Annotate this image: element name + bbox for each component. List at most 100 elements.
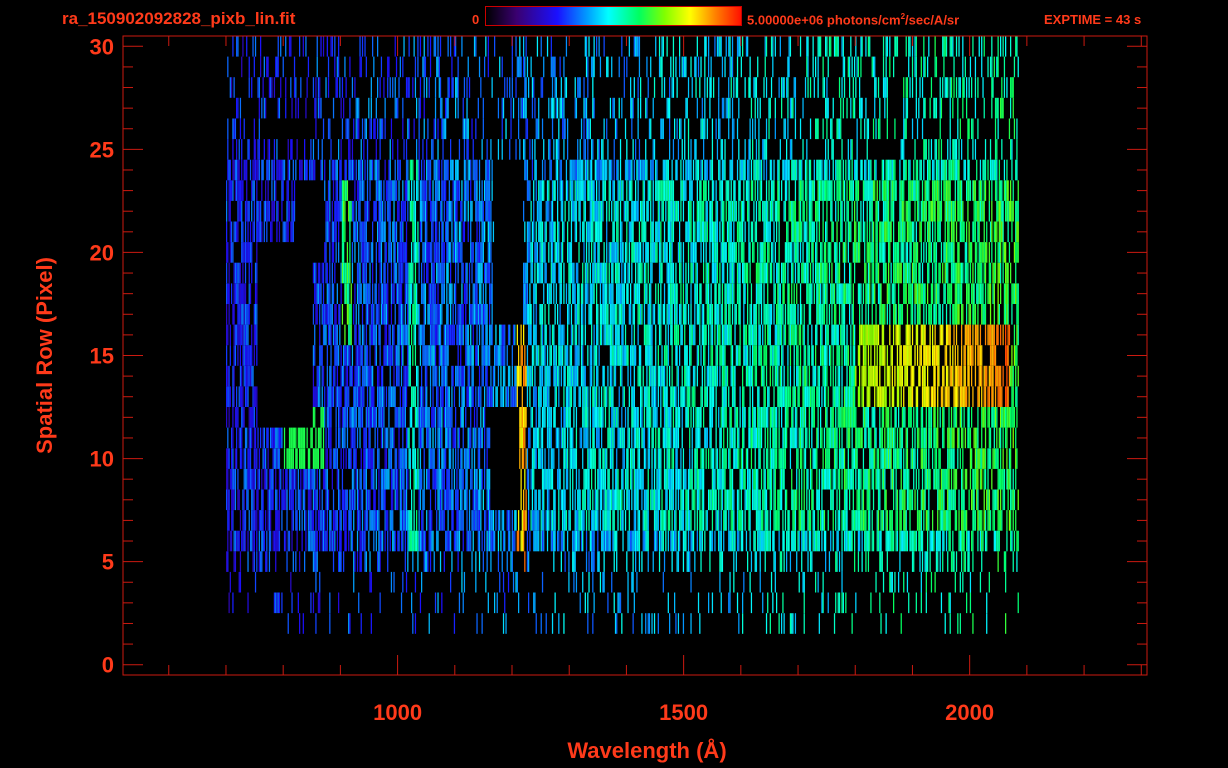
heatmap-cell: [382, 386, 384, 408]
heatmap-cell: [341, 304, 344, 325]
heatmap-cell: [389, 510, 391, 531]
heatmap-cell: [482, 324, 484, 346]
heatmap-cell: [667, 304, 669, 325]
heatmap-cell: [877, 530, 880, 552]
heatmap-cell: [857, 510, 860, 531]
heatmap-cell: [784, 448, 787, 469]
heatmap-cell: [546, 530, 549, 552]
heatmap-cell: [711, 489, 714, 511]
heatmap-cell: [694, 304, 696, 325]
heatmap-cell: [932, 386, 934, 408]
heatmap-cell: [721, 448, 724, 469]
heatmap-cell: [558, 613, 560, 634]
heatmap-cell: [591, 345, 593, 366]
heatmap-cell: [655, 510, 657, 531]
heatmap-cell: [806, 427, 808, 449]
heatmap-cell: [228, 283, 230, 305]
heatmap-cell: [1006, 468, 1008, 490]
heatmap-cell: [959, 386, 961, 408]
heatmap-cell: [855, 427, 857, 449]
heatmap-cell: [648, 365, 651, 387]
heatmap-cell: [911, 551, 914, 572]
heatmap-cell: [319, 283, 321, 305]
heatmap-cell: [370, 365, 372, 387]
heatmap-cell: [933, 468, 935, 490]
heatmap-cell: [811, 407, 813, 428]
heatmap-cell: [575, 324, 578, 346]
heatmap-cell: [312, 304, 315, 325]
heatmap-cell: [397, 345, 399, 366]
heatmap-cell: [350, 427, 352, 449]
heatmap-cell: [587, 448, 589, 469]
heatmap-cell: [647, 448, 649, 469]
heatmap-cell: [525, 304, 527, 325]
heatmap-cell: [945, 324, 948, 346]
heatmap-cell: [241, 324, 243, 346]
heatmap-cell: [541, 365, 544, 387]
heatmap-cell: [789, 427, 792, 449]
heatmap-cell: [910, 386, 912, 408]
heatmap-cell: [663, 407, 666, 428]
heatmap-cell: [881, 407, 883, 428]
heatmap-cell: [558, 468, 560, 490]
heatmap-cell: [832, 427, 834, 449]
heatmap-cell: [801, 448, 803, 469]
heatmap-cell: [772, 448, 774, 469]
heatmap-cell: [509, 324, 511, 346]
heatmap-cell: [546, 386, 549, 408]
heatmap-cell: [719, 448, 721, 469]
heatmap-cell: [974, 448, 977, 469]
heatmap-cell: [621, 365, 623, 387]
heatmap-cell: [657, 613, 659, 634]
heatmap-cell: [389, 345, 391, 366]
heatmap-cell: [963, 386, 965, 408]
heatmap-cell: [429, 386, 432, 408]
heatmap-cell: [231, 468, 233, 490]
heatmap-cell: [526, 345, 529, 366]
heatmap-cell: [929, 530, 931, 552]
heatmap-cell: [691, 448, 693, 469]
heatmap-cell: [317, 365, 320, 387]
heatmap-cell: [835, 448, 837, 469]
heatmap-cell: [467, 345, 469, 366]
heatmap-cell: [972, 345, 974, 366]
heatmap-cell: [585, 468, 588, 490]
heatmap-cell: [551, 468, 554, 490]
heatmap-cell: [417, 468, 419, 490]
heatmap-cell: [485, 510, 487, 531]
heatmap-cell: [239, 510, 242, 531]
heatmap-cell: [481, 345, 483, 366]
heatmap-cell: [913, 407, 915, 428]
heatmap-cell: [861, 510, 863, 531]
heatmap-cell: [875, 365, 877, 387]
heatmap-cell: [906, 324, 909, 346]
heatmap-cell: [348, 304, 350, 325]
heatmap-cell: [251, 324, 253, 346]
heatmap-cell: [896, 427, 899, 449]
heatmap-cell: [436, 468, 438, 490]
heatmap-cell: [979, 510, 982, 531]
heatmap-cell: [1008, 365, 1011, 387]
heatmap-cell: [567, 365, 569, 387]
heatmap-cell: [733, 489, 735, 511]
heatmap-cell: [573, 551, 575, 572]
heatmap-cell: [807, 345, 809, 366]
heatmap-cell: [866, 386, 868, 408]
heatmap-cell: [1016, 551, 1018, 572]
heatmap-cell: [816, 386, 818, 408]
heatmap-cell: [226, 448, 228, 469]
heatmap-cell: [397, 530, 399, 552]
heatmap-cell: [657, 427, 659, 449]
heatmap-cell: [231, 427, 233, 449]
heatmap-cell: [451, 386, 453, 408]
heatmap-cell: [979, 365, 982, 387]
heatmap-cell: [393, 530, 395, 552]
heatmap-cell: [439, 324, 442, 346]
heatmap-cell: [377, 427, 379, 449]
heatmap-cell: [886, 304, 888, 325]
heatmap-cell: [442, 468, 444, 490]
heatmap-cell: [244, 468, 247, 490]
heatmap-cell: [927, 468, 929, 490]
heatmap-cell: [373, 324, 375, 346]
heatmap-cell: [291, 592, 293, 614]
